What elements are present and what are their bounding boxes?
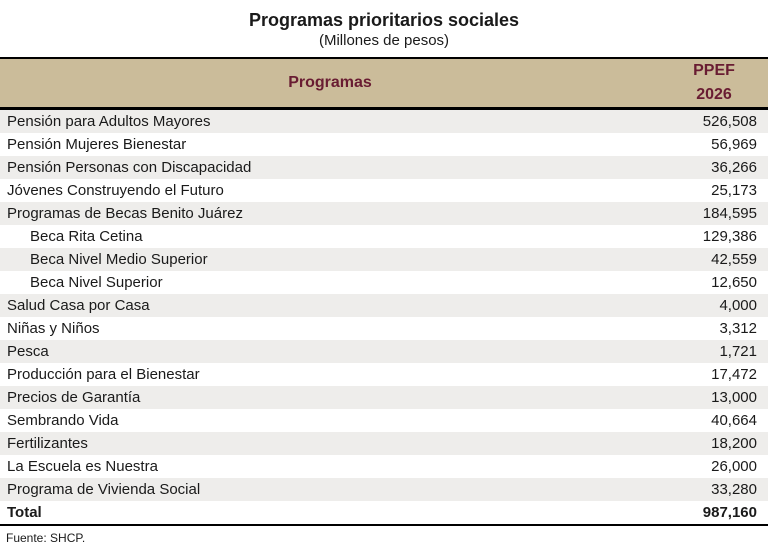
table-row: Pensión Personas con Discapacidad 36,266: [0, 156, 768, 179]
program-value-cell: 12,650: [711, 274, 757, 291]
program-value-cell: 4,000: [719, 297, 757, 314]
program-name-cell: Programa de Vivienda Social: [7, 481, 201, 498]
ppef-header-line2: 2026: [696, 86, 732, 103]
table-row: Beca Rita Cetina 129,386: [0, 225, 768, 248]
table-row: Salud Casa por Casa 4,000: [0, 294, 768, 317]
program-value-cell: 36,266: [711, 159, 757, 176]
program-name-cell: Producción para el Bienestar: [7, 366, 200, 383]
table-header-row: Programas PPEF 2026: [0, 57, 768, 110]
ppef-header-line1: PPEF: [693, 62, 735, 79]
table-row: Fertilizantes 18,200: [0, 432, 768, 455]
table-row: Pensión Mujeres Bienestar 56,969: [0, 133, 768, 156]
program-value-cell: 26,000: [711, 458, 757, 475]
table-footer: Total 987,160: [0, 501, 768, 525]
program-value-cell: 25,173: [711, 182, 757, 199]
program-value-cell: 129,386: [702, 228, 757, 245]
program-value-cell: 56,969: [711, 136, 757, 153]
program-value-cell: 3,312: [719, 320, 757, 337]
program-name-cell: Beca Nivel Medio Superior: [30, 251, 208, 268]
program-name-cell: La Escuela es Nuestra: [7, 458, 158, 475]
program-value-cell: 184,595: [702, 205, 757, 222]
table-header: Programas PPEF 2026: [0, 57, 768, 110]
program-name-cell: Fertilizantes: [7, 435, 88, 452]
program-name-cell: Pesca: [7, 343, 49, 360]
table-row: Beca Nivel Medio Superior 42,559: [0, 248, 768, 271]
program-name-cell: Pensión Personas con Discapacidad: [7, 159, 252, 176]
table-body: Pensión para Adultos Mayores 526,508 Pen…: [0, 108, 768, 501]
programs-column-header: Programas: [0, 57, 660, 110]
program-name-cell: Niñas y Niños: [7, 320, 100, 337]
program-value-cell: 33,280: [711, 481, 757, 498]
table-row: Sembrando Vida 40,664: [0, 409, 768, 432]
program-value-cell: 13,000: [711, 389, 757, 406]
program-name-cell: Beca Rita Cetina: [30, 228, 143, 245]
program-value-cell: 1,721: [719, 343, 757, 360]
table-row: Jóvenes Construyendo el Futuro 25,173: [0, 179, 768, 202]
program-value-cell: 40,664: [711, 412, 757, 429]
table-row: Beca Nivel Superior 12,650: [0, 271, 768, 294]
page-title: Programas prioritarios sociales: [248, 10, 520, 30]
ppef-column-header: PPEF 2026: [660, 57, 768, 110]
program-name-cell: Sembrando Vida: [7, 412, 119, 429]
program-value-cell: 42,559: [711, 251, 757, 268]
program-name-cell: Precios de Garantía: [7, 389, 141, 406]
program-name-cell: Pensión Mujeres Bienestar: [7, 136, 187, 153]
total-label-cell: Total: [7, 504, 42, 521]
program-name-cell: Programas de Becas Benito Juárez: [7, 205, 243, 222]
program-name-cell: Salud Casa por Casa: [7, 297, 150, 314]
table-row: Pensión para Adultos Mayores 526,508: [0, 108, 768, 133]
program-value-cell: 18,200: [711, 435, 757, 452]
program-name-cell: Beca Nivel Superior: [30, 274, 163, 291]
table-row: Programas de Becas Benito Juárez 184,595: [0, 202, 768, 225]
program-name-cell: Pensión para Adultos Mayores: [7, 113, 211, 130]
table-row: Programa de Vivienda Social 33,280: [0, 478, 768, 501]
source-note: Fuente: SHCP.: [6, 531, 86, 545]
total-value-cell: 987,160: [702, 504, 757, 521]
page-subtitle: (Millones de pesos): [318, 32, 450, 49]
total-row: Total 987,160: [0, 501, 768, 525]
program-name-cell: Jóvenes Construyendo el Futuro: [7, 182, 224, 199]
table-row: Producción para el Bienestar 17,472: [0, 363, 768, 386]
program-value-cell: 526,508: [702, 113, 757, 130]
table-row: Precios de Garantía 13,000: [0, 386, 768, 409]
table-row: Pesca 1,721: [0, 340, 768, 363]
programs-table: Programas PPEF 2026 Pensión para Adultos…: [0, 57, 768, 526]
table-row: La Escuela es Nuestra 26,000: [0, 455, 768, 478]
program-value-cell: 17,472: [711, 366, 757, 383]
table-row: Niñas y Niños 3,312: [0, 317, 768, 340]
